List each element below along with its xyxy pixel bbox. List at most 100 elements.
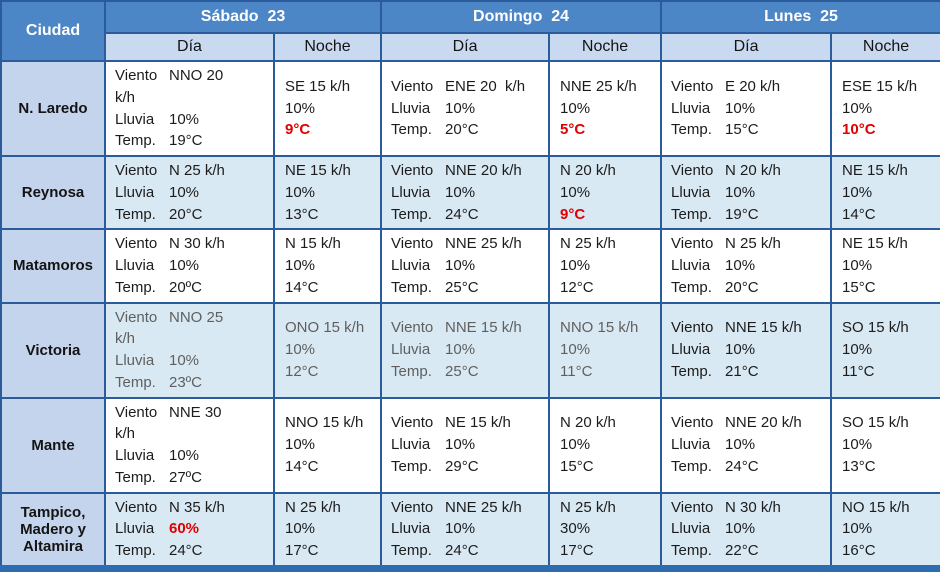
wind-label: Viento <box>671 235 714 253</box>
city-cell: Reynosa <box>0 154 106 231</box>
wind-label: Viento <box>391 162 434 179</box>
rain-line: 10% <box>285 182 374 204</box>
temp-line: 16°C <box>842 540 934 561</box>
night-forecast-cell: N 20 k/h 10% 9°C <box>548 154 663 231</box>
forecast-row: Reynosa Viento N 25 k/h Lluvia 10% Temp. 20°C N… <box>0 154 940 231</box>
temp-line: 12°C <box>560 277 654 299</box>
wind-line: Viento N 30 k/h <box>115 233 267 255</box>
wind-line: Viento NNO 20 k/h <box>115 65 267 109</box>
wind-value: NNO 15 k/h <box>285 414 364 432</box>
night-forecast-cell: N 25 k/h 10% 17°C <box>272 491 383 572</box>
wind-line: ONO 15 k/h <box>285 317 374 339</box>
temp-line: Temp. 24°C <box>391 540 542 561</box>
rain-line: Lluvia 10% <box>391 339 542 361</box>
night-forecast-cell: N 25 k/h 30% 17°C <box>548 491 663 572</box>
rain-value: 10% <box>560 257 591 274</box>
wind-line: NO 15 k/h <box>842 497 934 519</box>
wind-line: Viento NNE 25 k/h <box>391 233 542 255</box>
day-forecast-cell: Viento N 25 k/h Lluvia 10% Temp. 20°C <box>660 228 833 304</box>
rain-line: 10% <box>842 434 934 456</box>
rain-label: Lluvia <box>391 520 431 538</box>
rain-label: Lluvia <box>391 436 431 454</box>
wind-label: Viento <box>115 162 158 179</box>
rain-value: 10% <box>169 257 200 274</box>
temp-line: Temp. 19°C <box>671 204 824 226</box>
rain-value: 10% <box>842 183 873 201</box>
temp-value: 20°C <box>169 205 203 223</box>
wind-line: NE 15 k/h <box>842 233 934 255</box>
night-forecast-cell: NNO 15 k/h 10% 11°C <box>548 301 663 399</box>
wind-value: NNE 15 k/h <box>725 319 802 337</box>
night-forecast-cell: N 25 k/h 10% 12°C <box>548 228 663 304</box>
wind-label: Viento <box>671 319 714 337</box>
day-forecast-cell: Viento N 20 k/h Lluvia 10% Temp. 19°C <box>660 154 833 231</box>
wind-value: NO 15 k/h <box>842 498 910 516</box>
temp-line: 13°C <box>285 204 374 226</box>
rain-line: 10% <box>842 255 934 277</box>
rain-value: 10% <box>169 447 200 464</box>
wind-value: E 20 k/h <box>725 77 781 95</box>
wind-value: NE 15 k/h <box>842 162 908 179</box>
wind-label: Viento <box>115 235 158 253</box>
wind-value: N 35 k/h <box>169 498 225 516</box>
temp-line: Temp. 20°C <box>115 204 267 226</box>
temp-line: Temp. 24°C <box>671 456 824 478</box>
wind-line: Viento NNE 20 k/h <box>391 160 542 182</box>
rain-label: Lluvia <box>671 436 711 454</box>
rain-line: Lluvia 10% <box>115 182 267 204</box>
rain-line: Lluvia 10% <box>671 255 824 277</box>
rain-line: 10% <box>842 339 934 361</box>
wind-line: SE 15 k/h <box>285 76 374 98</box>
temp-line: 13°C <box>842 456 934 478</box>
night-forecast-cell: SO 15 k/h 10% 13°C <box>830 396 940 494</box>
temp-value: 20°C <box>725 278 759 296</box>
temp-label: Temp. <box>115 132 156 150</box>
forecast-row: Tampico, Madero y Altamira Viento N 35 k/h… <box>0 491 940 572</box>
temp-label: Temp. <box>671 362 712 380</box>
temp-line: Temp. 21°C <box>671 361 824 383</box>
day-header-sabado: Sábado 23 <box>103 0 383 34</box>
rain-line: Lluvia 10% <box>391 434 542 456</box>
temp-line: Temp. 29°C <box>391 456 542 478</box>
day-forecast-cell: Viento E 20 k/h Lluvia 10% Temp. 15°C <box>660 60 833 157</box>
wind-value: NNE 15 k/h <box>445 319 522 337</box>
rain-line: 10% <box>285 434 374 456</box>
day-forecast-cell: Viento NNO 20 k/h Lluvia 10% Temp. 19°C <box>104 60 275 157</box>
temp-value: 10°C <box>842 121 876 139</box>
subheader-noche: Noche <box>548 32 663 62</box>
day-forecast-cell: Viento N 30 k/h Lluvia 10% Temp. 20ºC <box>104 228 275 304</box>
rain-value: 10% <box>445 520 476 538</box>
temp-line: 14°C <box>285 277 374 299</box>
temp-label: Temp. <box>115 373 156 391</box>
wind-value: SO 15 k/h <box>842 319 909 337</box>
wind-line: SO 15 k/h <box>842 412 934 434</box>
wind-label: Viento <box>391 319 434 337</box>
night-forecast-cell: N 20 k/h 10% 15°C <box>548 396 663 494</box>
temp-label: Temp. <box>671 278 712 296</box>
temp-value: 13°C <box>842 457 876 475</box>
rain-label: Lluvia <box>115 352 155 369</box>
temp-value: 24°C <box>725 457 759 475</box>
temp-line: Temp. 22°C <box>671 540 824 561</box>
wind-line: Viento N 20 k/h <box>671 160 824 182</box>
day-forecast-cell: Viento NNO 25 k/h Lluvia 10% Temp. 23ºC <box>104 301 275 399</box>
day-forecast-cell: Viento N 25 k/h Lluvia 10% Temp. 20°C <box>104 154 275 231</box>
temp-line: 11°C <box>560 361 654 383</box>
wind-line: Viento N 25 k/h <box>671 233 824 255</box>
rain-line: 10% <box>285 255 374 277</box>
day-forecast-cell: Viento N 35 k/h Lluvia 60% Temp. 24°C <box>104 491 275 572</box>
wind-value: N 25 k/h <box>560 235 616 253</box>
wind-value: N 20 k/h <box>725 162 781 179</box>
rain-value: 10% <box>285 257 316 274</box>
temp-label: Temp. <box>115 542 156 559</box>
rain-value: 10% <box>445 183 476 201</box>
wind-label: Viento <box>115 403 158 421</box>
temp-value: 24°C <box>445 205 479 223</box>
temp-value: 22°C <box>725 542 759 559</box>
wind-value: NNE 30 k/h <box>115 403 222 443</box>
temp-line: Temp. 23ºC <box>115 372 267 394</box>
night-forecast-cell: NE 15 k/h 10% 14°C <box>830 154 940 231</box>
rain-value: 10% <box>169 352 200 369</box>
day-forecast-cell: Viento NNE 25 k/h Lluvia 10% Temp. 24°C <box>380 491 551 572</box>
rain-value: 10% <box>842 341 873 359</box>
